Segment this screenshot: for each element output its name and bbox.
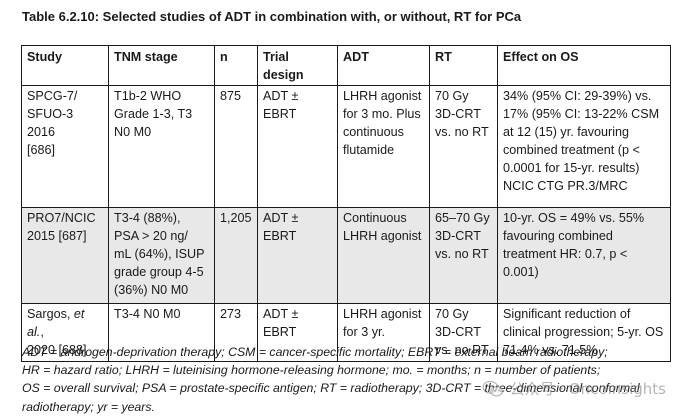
footnote-line: HR = hazard ratio; LHRH = luteinising ho… [22,363,601,378]
table-title: Table 6.2.10: Selected studies of ADT in… [22,9,522,24]
cell-n: 273 [214,303,258,362]
table-row: Sargos, et al., 2020 [688] T3-4 N0 M0 27… [21,303,671,362]
footnote-line: OS = overall survival; PSA = prostate-sp… [22,381,640,396]
cell-tnm-stage: T3-4 (88%), PSA > 20 ng/ mL (64%), ISUP … [108,207,215,304]
table-header-row: Study TNM stage n Trial design ADT RT Ef… [21,45,671,86]
footnote-line: radiotherapy; yr = years. [22,399,155,414]
cell-trial-design: ADT ± EBRT [257,85,338,208]
header-rt: RT [429,45,498,86]
cell-study: SPCG-7/ SFUO-3 2016 [686] [21,85,109,208]
cell-effect-on-os: Significant reduction of clinical progre… [497,303,671,362]
study-et-al: et al. [27,307,85,339]
cell-effect-on-os: 10-yr. OS = 49% vs. 55% favouring combin… [497,207,671,304]
header-effect-on-os: Effect on OS [497,45,671,86]
table-footnote: ADT = androgen-deprivation therapy; CSM … [22,343,672,416]
header-trial-design: Trial design [257,45,338,86]
cell-rt: 70 Gy 3D-CRT vs. no RT [429,85,498,208]
cell-trial-design: ADT ± EBRT [257,207,338,304]
cell-study: PRO7/NCIC 2015 [687] [21,207,109,304]
cell-adt: LHRH agonist for 3 yr. [337,303,430,362]
cell-effect-on-os: 34% (95% CI: 29-39%) vs. 17% (95% CI: 13… [497,85,671,208]
header-study: Study [21,45,109,86]
header-adt: ADT [337,45,430,86]
study-year-ref: , 2020 [688] [27,325,87,357]
cell-tnm-stage: T3-4 N0 M0 [108,303,215,362]
header-tnm-stage: TNM stage [108,45,215,86]
study-author: Sargos, [27,307,74,321]
studies-table: Study TNM stage n Trial design ADT RT Ef… [21,45,671,362]
cell-n: 875 [214,85,258,208]
cell-n: 1,205 [214,207,258,304]
cell-trial-design: ADT ± EBRT [257,303,338,362]
footnote-line: ADT = androgen-deprivation therapy; CSM … [22,345,608,359]
cell-rt: 65–70 Gy 3D-CRT vs. no RT [429,207,498,304]
header-n: n [214,45,258,86]
cell-study: Sargos, et al., 2020 [688] [21,303,109,362]
cell-tnm-stage: T1b-2 WHO Grade 1-3, T3 N0 M0 [108,85,215,208]
cell-adt: LHRH agonist for 3 mo. Plus continuous f… [337,85,430,208]
cell-adt: Continuous LHRH agonist [337,207,430,304]
table-row: SPCG-7/ SFUO-3 2016 [686] T1b-2 WHO Grad… [21,85,671,208]
table-row: PRO7/NCIC 2015 [687] T3-4 (88%), PSA > 2… [21,207,671,304]
